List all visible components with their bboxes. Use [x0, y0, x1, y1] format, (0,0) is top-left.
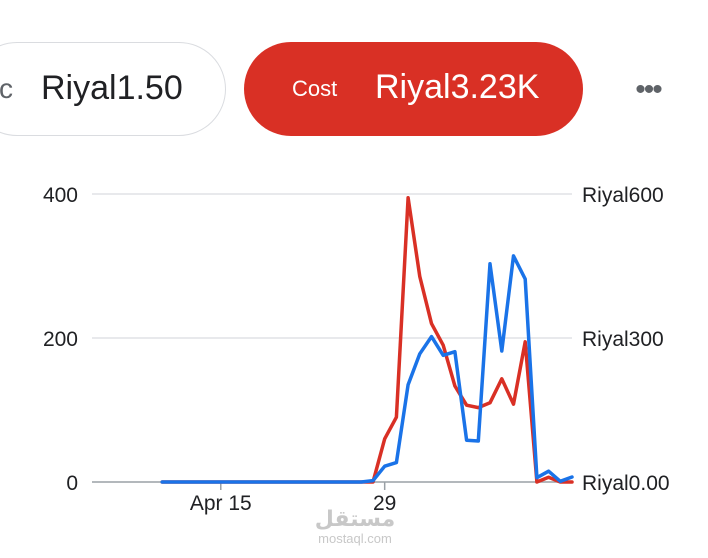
right-tick-label: Riyal600	[582, 184, 664, 207]
metric-chip-left-label: c	[0, 73, 13, 104]
x-tick-label: Apr 15	[190, 492, 252, 515]
x-tick-label: 29	[373, 492, 396, 515]
watermark: مستقل mostaql.com	[300, 508, 410, 546]
left-axis-ticks: 0 200 400	[43, 184, 78, 495]
left-tick-label: 200	[43, 328, 78, 351]
metric-chip-left[interactable]: c Riyal1.50	[0, 42, 226, 136]
cost-series-line	[160, 196, 574, 484]
more-options-icon[interactable]: •••	[635, 73, 663, 106]
right-axis-ticks: Riyal0.00 Riyal300 Riyal600	[582, 184, 670, 495]
watermark-latin: mostaql.com	[318, 531, 392, 546]
x-axis-ticks: Apr 15 29	[190, 482, 396, 515]
right-tick-label: Riyal300	[582, 328, 664, 351]
metric-chip-left-value: Riyal1.50	[41, 69, 183, 107]
cost-metric-value: Riyal3.23K	[375, 68, 540, 106]
left-tick-label: 400	[43, 184, 78, 207]
left-tick-label: 0	[66, 472, 78, 495]
left-metric-series-line	[160, 254, 574, 484]
chart-series	[160, 196, 574, 484]
cost-metric-label: Cost	[292, 76, 338, 101]
watermark-arabic: مستقل	[314, 507, 396, 532]
cost-metric-chip[interactable]: Cost Riyal3.23K	[244, 42, 583, 136]
right-tick-label: Riyal0.00	[582, 472, 670, 495]
